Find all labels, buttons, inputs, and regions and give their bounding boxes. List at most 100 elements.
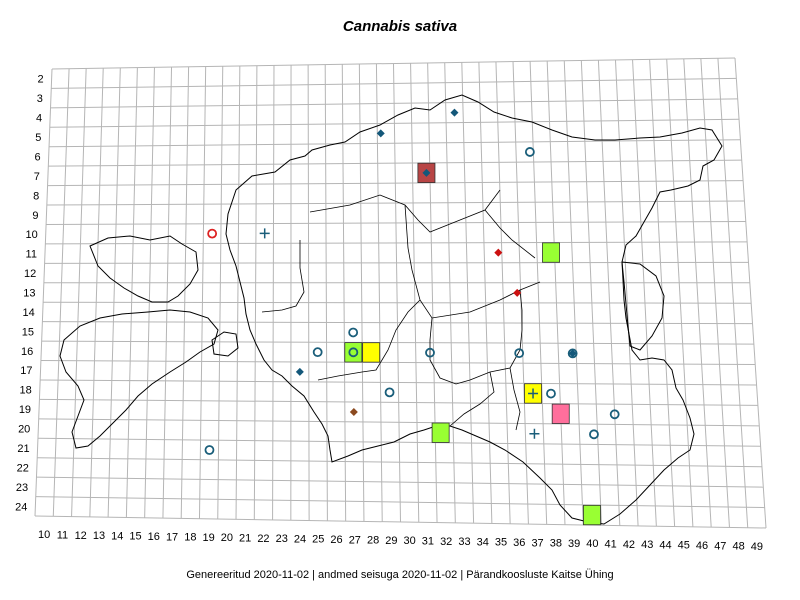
- col-label: 18: [184, 532, 196, 544]
- square-marker: [583, 504, 601, 526]
- circle-marker: [524, 147, 535, 157]
- grid-vline: [52, 68, 70, 517]
- grid-vline: [307, 64, 310, 521]
- grid-vline: [461, 62, 475, 524]
- col-label: 19: [202, 532, 214, 544]
- row-label: 8: [33, 190, 39, 202]
- grid-hline: [36, 476, 764, 488]
- row-label: 20: [18, 424, 30, 436]
- grid-vline: [410, 63, 420, 523]
- row-label: 24: [15, 501, 27, 513]
- grid-vline: [144, 67, 155, 518]
- grid-hline: [51, 77, 737, 89]
- row-label: 5: [35, 132, 41, 144]
- plus-marker: [529, 428, 540, 439]
- row-label: 15: [22, 326, 34, 338]
- row-label: 9: [32, 210, 38, 222]
- grid-vline: [563, 60, 584, 526]
- grid-hline: [38, 418, 760, 427]
- grid-vline: [717, 58, 749, 528]
- col-label: 30: [404, 535, 416, 547]
- grid-vline: [71, 68, 87, 517]
- grid-vline: [180, 66, 190, 519]
- col-label: 37: [531, 537, 543, 549]
- grid-vline: [666, 59, 694, 527]
- grid-hline: [40, 360, 756, 366]
- row-label: 6: [35, 151, 41, 163]
- col-label: 14: [111, 530, 123, 542]
- island-muhu: [211, 331, 239, 357]
- diamond-marker: [295, 367, 304, 376]
- grid-vline: [235, 65, 241, 520]
- grid-vline: [217, 66, 224, 520]
- row-label: 2: [38, 74, 44, 86]
- grid-vline: [358, 64, 365, 522]
- circle-marker: [384, 387, 395, 398]
- grid-hline: [42, 321, 753, 325]
- col-label: 26: [330, 534, 342, 546]
- grid-hline: [49, 118, 740, 128]
- col-label: 22: [257, 533, 269, 545]
- grid-vline: [444, 62, 456, 523]
- grid-vline: [162, 67, 173, 519]
- row-label: 4: [36, 113, 42, 125]
- row-label: 13: [23, 288, 35, 300]
- circle-marker: [204, 445, 215, 455]
- grid-hline: [51, 57, 736, 70]
- grid-vline: [89, 68, 104, 517]
- grid-vline: [427, 62, 438, 523]
- row-label: 7: [34, 171, 40, 183]
- grid-hline: [47, 180, 744, 187]
- grid-vline: [734, 57, 767, 529]
- row-label: 21: [17, 443, 29, 455]
- col-label: 47: [714, 540, 726, 552]
- row-label: 10: [25, 229, 37, 241]
- grid-hline: [45, 241, 748, 245]
- diamond-marker: [568, 349, 577, 358]
- col-label: 33: [458, 536, 470, 548]
- col-label: 49: [751, 541, 763, 553]
- row-label: 3: [37, 93, 43, 105]
- row-label: 11: [26, 249, 37, 261]
- county-borders: [261, 189, 541, 431]
- square-marker: [542, 242, 560, 263]
- col-label: 44: [659, 539, 671, 551]
- grid-vline: [546, 61, 566, 525]
- row-label: 22: [17, 462, 29, 474]
- col-label: 12: [75, 530, 87, 542]
- grid-hline: [40, 379, 757, 386]
- grid-hline: [46, 220, 746, 225]
- grid-hline: [44, 261, 749, 264]
- row-label: 17: [20, 365, 32, 377]
- footer-text: Genereeritud 2020-11-02 | andmed seisuga…: [186, 569, 614, 581]
- grid-vline: [580, 60, 603, 526]
- grid-hline: [49, 139, 741, 148]
- grid-vline: [700, 58, 730, 528]
- grid-hline: [41, 340, 754, 345]
- col-label: 10: [38, 529, 50, 541]
- col-label: 15: [129, 531, 141, 543]
- grid-hline: [39, 398, 758, 406]
- col-label: 16: [148, 531, 160, 543]
- col-label: 17: [166, 531, 178, 543]
- diamond-marker: [376, 129, 385, 138]
- grid-vline: [478, 62, 493, 524]
- diamond-marker: [513, 288, 522, 297]
- diamond-marker: [349, 407, 358, 416]
- row-label: 18: [20, 385, 32, 397]
- col-label: 40: [586, 538, 598, 550]
- grid-hline: [48, 159, 742, 167]
- col-label: 39: [568, 538, 580, 550]
- col-label: 29: [385, 535, 397, 547]
- square-marker: [362, 342, 381, 363]
- col-label: 34: [477, 536, 489, 548]
- col-label: 25: [312, 534, 324, 546]
- circle-marker: [207, 228, 218, 239]
- circle-marker: [348, 347, 359, 358]
- grid-vline: [393, 63, 401, 523]
- diamond-marker: [422, 168, 431, 177]
- col-label: 46: [696, 540, 708, 552]
- col-label: 41: [605, 538, 617, 550]
- col-label: 31: [422, 535, 434, 547]
